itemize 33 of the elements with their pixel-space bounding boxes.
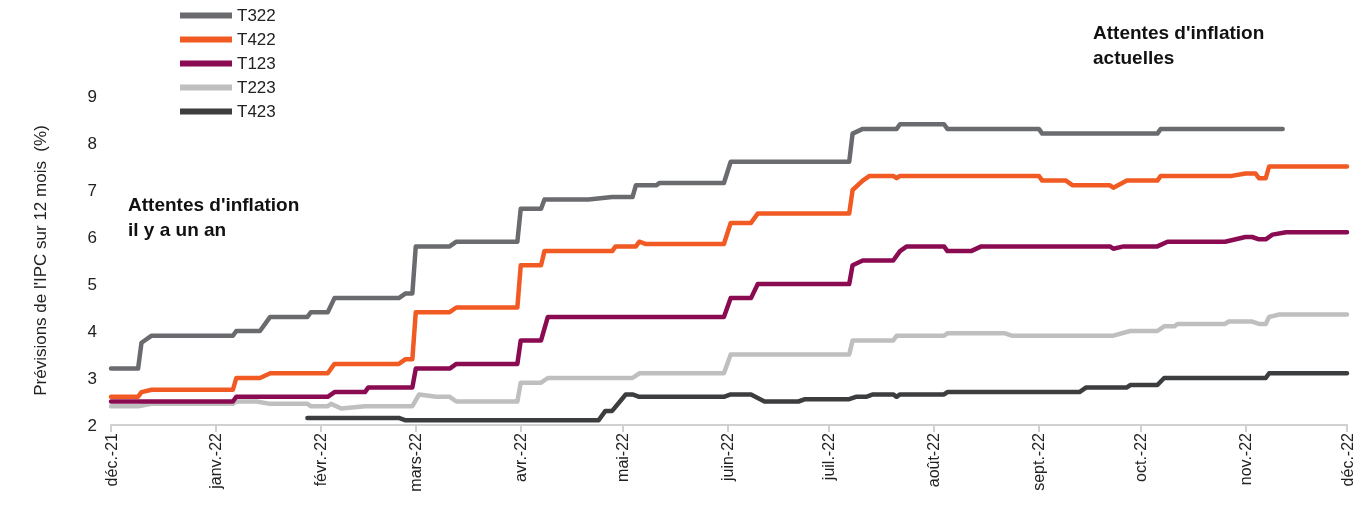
x-tick-label: juil.-22 bbox=[820, 432, 838, 482]
line-series bbox=[108, 312, 1350, 411]
y-tick-label: 8 bbox=[87, 133, 97, 153]
line-series bbox=[305, 371, 1350, 423]
x-tick-label: déc.-21 bbox=[102, 432, 120, 487]
y-tick-label: 9 bbox=[87, 86, 97, 106]
y-tick-label: 4 bbox=[87, 321, 97, 341]
y-tick-label: 3 bbox=[87, 368, 97, 388]
y-axis-title: Prévisions de l'IPC sur 12 mois (%) bbox=[31, 125, 50, 396]
x-tick-label: avr.-22 bbox=[512, 432, 530, 482]
y-tick-label: 5 bbox=[87, 274, 97, 294]
legend-label: T423 bbox=[237, 102, 276, 121]
x-tick-label: mars-22 bbox=[407, 432, 425, 492]
x-tick-label: mai-22 bbox=[613, 432, 631, 482]
y-tick-label: 2 bbox=[87, 415, 97, 435]
text: Attentes d'inflation actuelles bbox=[1093, 22, 1265, 68]
legend-label: T123 bbox=[237, 54, 276, 73]
annotation: Attentes d'inflation il y a un an bbox=[128, 194, 300, 240]
legend-label: T422 bbox=[237, 30, 276, 49]
x-tick-label: nov.-22 bbox=[1236, 432, 1254, 486]
x-tick-label: déc.-22 bbox=[1338, 432, 1356, 487]
x-tick-label: janv.-22 bbox=[207, 432, 225, 490]
y-tick-label: 7 bbox=[87, 180, 97, 200]
line-series bbox=[108, 164, 1350, 400]
legend-label: T322 bbox=[237, 6, 276, 25]
x-tick-label: juin-22 bbox=[718, 432, 736, 483]
x-tick-label: oct.-22 bbox=[1131, 432, 1149, 482]
legend-label: T223 bbox=[237, 78, 276, 97]
line-series bbox=[108, 121, 1285, 371]
x-tick-label: févr.-22 bbox=[312, 432, 330, 487]
y-tick-label: 6 bbox=[87, 227, 97, 247]
x-tick-label: sept.-22 bbox=[1030, 432, 1048, 491]
x-tick-label: août-22 bbox=[925, 432, 943, 488]
